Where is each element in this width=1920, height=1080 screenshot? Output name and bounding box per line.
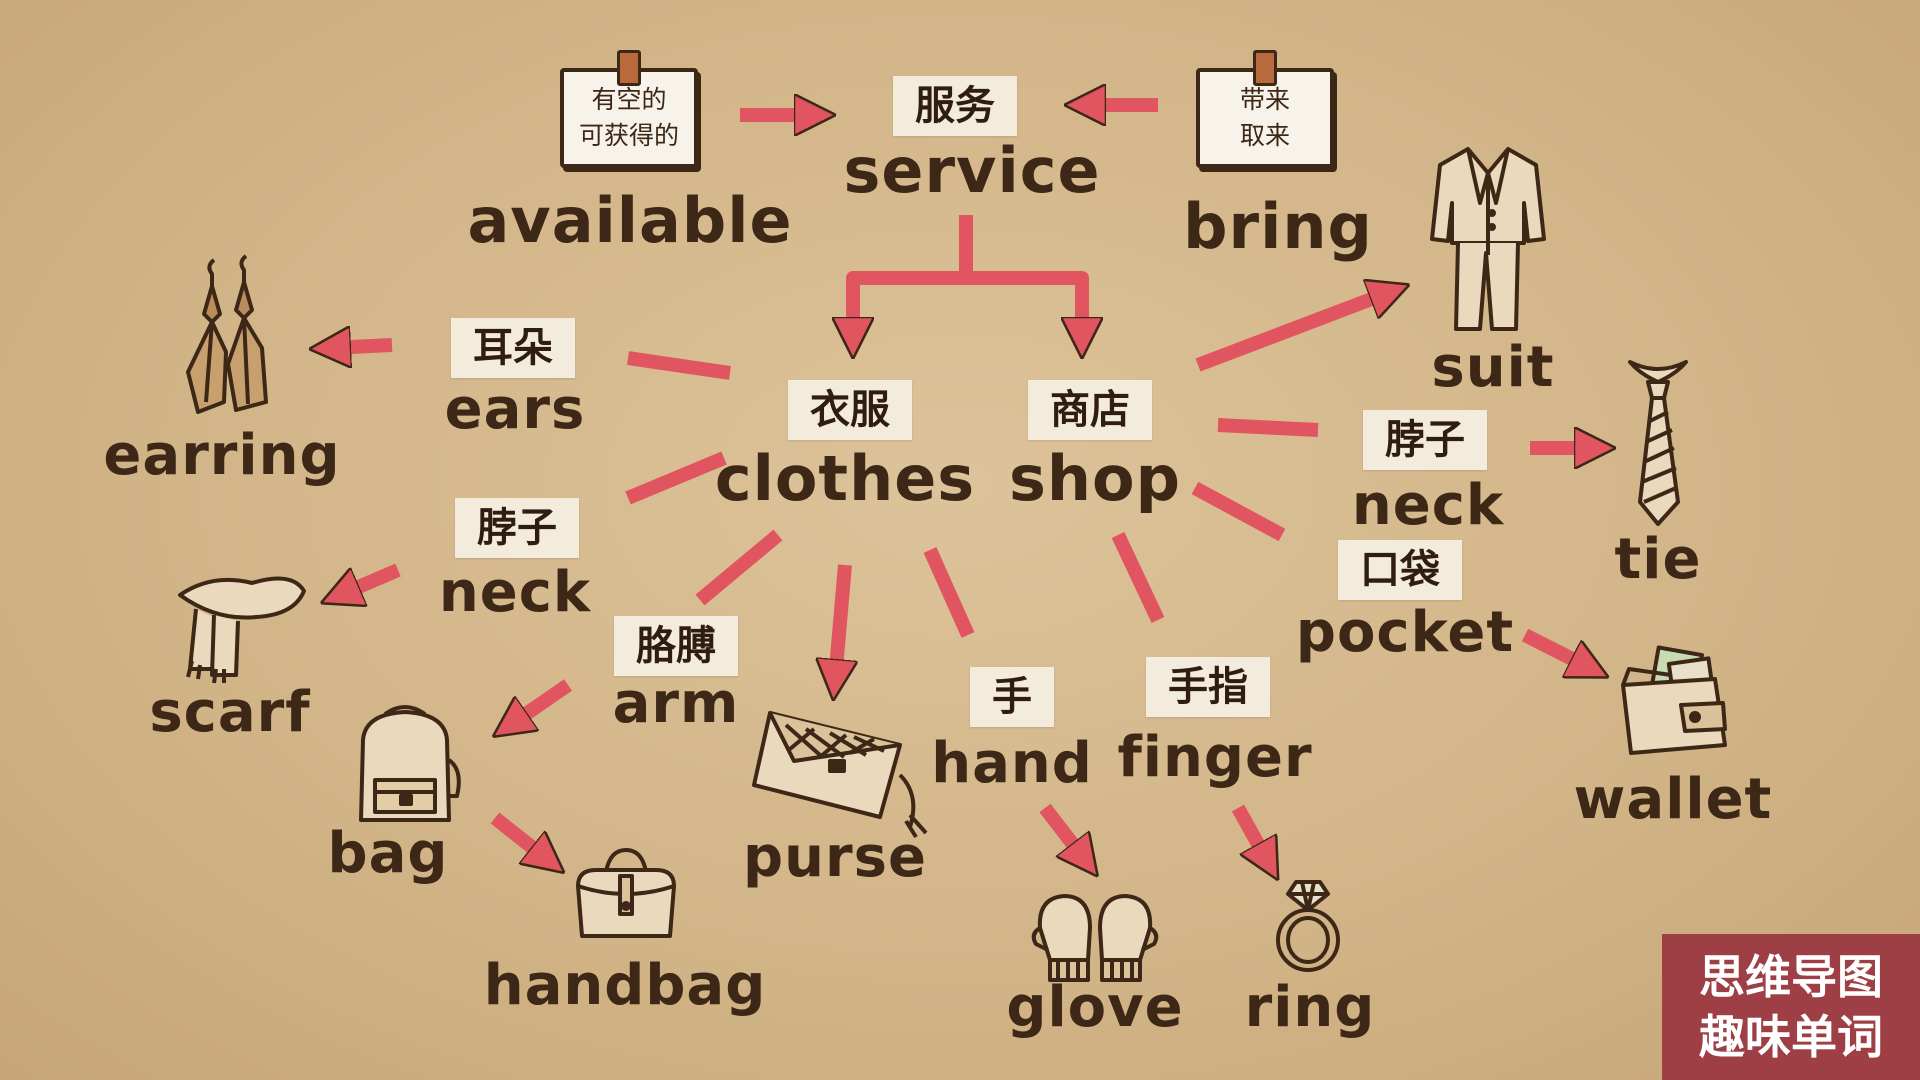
note-available-line1: 有空的 — [591, 85, 667, 114]
note-bring-line1: 带来 — [1239, 85, 1290, 114]
word-ring: ring — [1244, 975, 1376, 1040]
arrow-neck-scarf — [340, 563, 401, 595]
tie-icon — [1628, 360, 1688, 526]
word-pocket: pocket — [1295, 600, 1515, 665]
label-cn-finger: 手指 — [1146, 657, 1270, 717]
badge-line2: 趣味单词 — [1699, 1010, 1883, 1064]
corner-badge: 思维导图 趣味单词 — [1662, 934, 1920, 1080]
word-service: service — [843, 134, 1101, 207]
arrow-service-shop — [966, 271, 1082, 338]
line-clothes-ears — [626, 351, 732, 380]
word-arm: arm — [612, 671, 740, 736]
line-shop-pocket — [1191, 481, 1286, 542]
arrow-hand-glove — [1039, 803, 1085, 860]
word-bring: bring — [1183, 190, 1373, 263]
line-shop-neck — [1217, 418, 1319, 437]
arrow-clothes-purse — [835, 564, 845, 680]
label-cn-pocket: 口袋 — [1338, 540, 1462, 600]
label-cn-neck-left: 脖子 — [455, 498, 579, 558]
line-shop-finger — [1111, 532, 1165, 623]
note-available: 有空的 可获得的 — [560, 50, 698, 168]
pin-icon — [617, 50, 641, 86]
label-cn-arm: 胳膊 — [614, 616, 738, 676]
word-hand: hand — [931, 731, 1093, 796]
arrow-finger-ring — [1231, 804, 1268, 862]
line-clothes-arm — [695, 529, 783, 606]
backpack-icon — [359, 705, 461, 822]
clutch-purse-icon — [752, 711, 928, 839]
wallet-icon — [1621, 645, 1727, 755]
arrow-arm-bag — [510, 679, 572, 725]
pin-icon — [1253, 50, 1277, 86]
word-handbag: handbag — [483, 953, 767, 1018]
arrow-service-clothes — [853, 271, 1082, 338]
suit-icon — [1430, 147, 1546, 331]
arrow-pocket-wallet — [1521, 628, 1590, 668]
word-shop: shop — [1008, 442, 1182, 515]
label-cn-shop: 商店 — [1028, 380, 1152, 440]
handbag-icon — [576, 848, 676, 938]
arrow-shop-suit — [1195, 292, 1390, 372]
word-neck-left: neck — [438, 560, 592, 625]
line-clothes-neck — [625, 451, 727, 505]
word-purse: purse — [743, 825, 927, 890]
arrow-bag-handbag — [490, 812, 548, 860]
label-cn-service: 服务 — [893, 76, 1017, 136]
badge-line1: 思维导图 — [1699, 950, 1883, 1004]
word-scarf: scarf — [149, 680, 311, 745]
word-available: available — [467, 184, 793, 257]
mittens-icon — [1031, 894, 1159, 982]
label-cn-ears: 耳朵 — [451, 318, 575, 378]
note-bring: 带来 取来 — [1196, 50, 1334, 168]
earring-icon — [186, 254, 268, 414]
arrow-ears-earring — [330, 345, 393, 348]
note-bring-line2: 取来 — [1239, 121, 1290, 150]
word-bag: bag — [327, 821, 449, 886]
word-glove: glove — [1006, 975, 1184, 1040]
word-clothes: clothes — [714, 442, 976, 515]
word-tie: tie — [1614, 527, 1702, 592]
word-suit: suit — [1431, 335, 1555, 400]
word-finger: finger — [1117, 725, 1313, 790]
label-cn-neck-right: 脖子 — [1363, 410, 1487, 470]
ring-icon — [1276, 880, 1340, 972]
word-earring: earring — [103, 423, 341, 488]
scarf-icon — [178, 576, 306, 684]
label-cn-clothes: 衣服 — [788, 380, 912, 440]
word-wallet: wallet — [1573, 767, 1773, 832]
word-neck-right: neck — [1351, 473, 1505, 538]
label-cn-hand: 手 — [970, 667, 1054, 727]
word-ears: ears — [444, 377, 586, 442]
note-available-line2: 可获得的 — [578, 121, 679, 150]
line-clothes-hand — [923, 547, 975, 638]
